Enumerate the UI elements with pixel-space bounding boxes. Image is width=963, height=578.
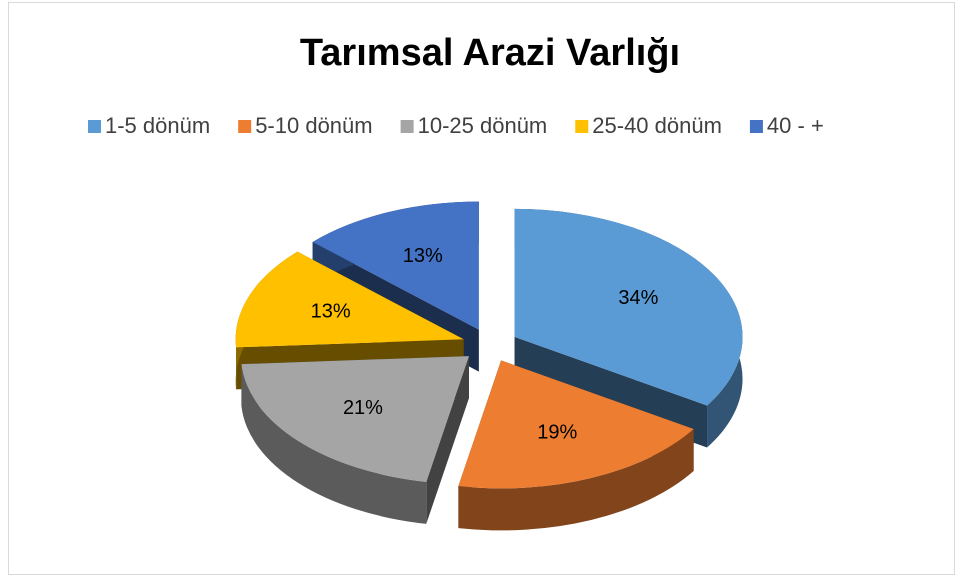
legend-swatch: [88, 120, 101, 133]
pie-slice: [241, 356, 469, 524]
legend-swatch: [238, 120, 252, 133]
data-label: 19%: [537, 422, 577, 444]
slice-top: [514, 208, 743, 406]
data-label: 21%: [343, 397, 383, 419]
pie-slice: [458, 360, 694, 531]
legend-swatch: [575, 120, 589, 133]
slice-top: [458, 360, 694, 489]
legend-label: 25-40 dönüm: [592, 113, 722, 138]
legend-label: 40 - +: [767, 113, 824, 138]
legend-swatch: [749, 120, 763, 133]
slice-top: [235, 251, 464, 348]
legend-label: 5-10 dönüm: [255, 113, 372, 138]
data-label: 13%: [311, 301, 351, 323]
chart-title: Tarımsal Arazi Varlığı: [300, 32, 680, 74]
slice-top: [312, 201, 479, 330]
data-label: 34%: [618, 287, 658, 309]
slice-side: [241, 364, 427, 524]
slice-side: [458, 429, 694, 531]
legend-swatch: [400, 120, 414, 133]
slice-top: [241, 356, 469, 482]
legend-label: 10-25 dönüm: [418, 113, 548, 138]
data-label: 13%: [403, 245, 443, 267]
legend-label: 1-5 dönüm: [105, 113, 210, 138]
